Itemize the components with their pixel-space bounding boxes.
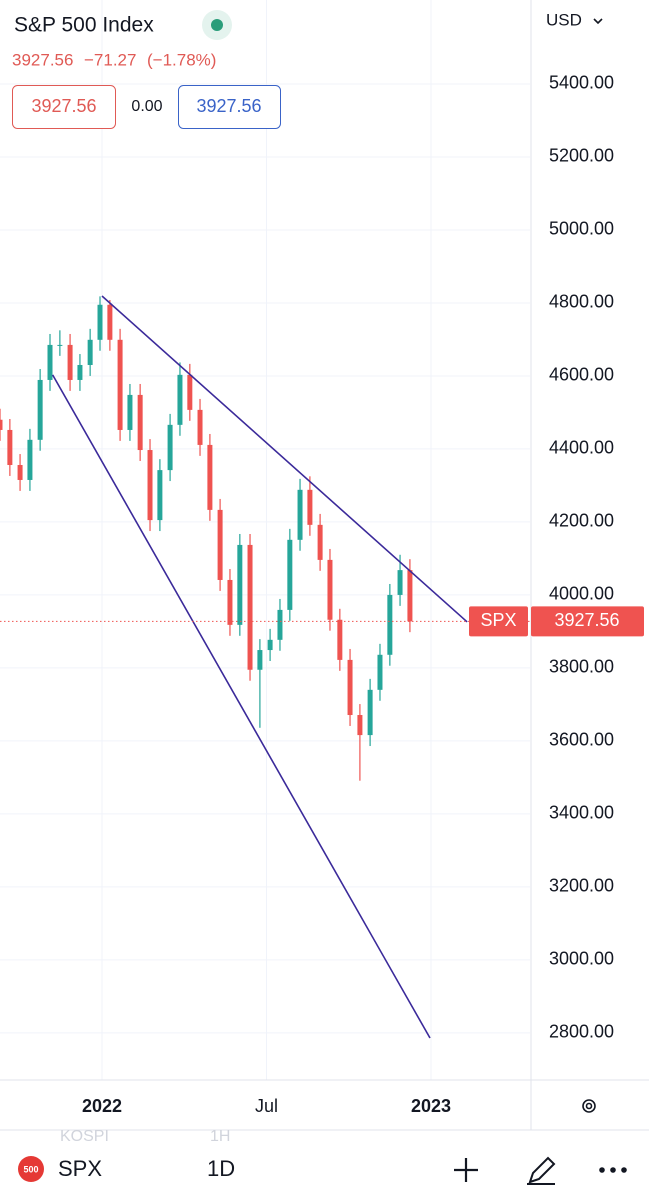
symbol-badge-text[interactable]: 500 [23, 1164, 38, 1174]
candle-body [177, 374, 183, 425]
x-tick-label: 2023 [411, 1096, 451, 1116]
candle-body [277, 609, 283, 640]
candle-body [67, 344, 73, 380]
candle-body [407, 570, 413, 622]
trend-line [101, 295, 468, 623]
interval[interactable]: 1D [207, 1156, 235, 1181]
plot [0, 0, 530, 1080]
candle-body [77, 364, 83, 380]
candle-body [187, 374, 193, 410]
more-dot[interactable] [599, 1167, 605, 1173]
ghost-symbol: KOSPI [60, 1128, 109, 1145]
bid-box[interactable] [12, 85, 116, 129]
currency-caret[interactable] [593, 18, 603, 25]
candle-body [97, 304, 103, 340]
draw-button[interactable] [527, 1156, 556, 1185]
candle-body [327, 559, 333, 620]
candle-body [237, 544, 243, 625]
y-tick-label: 4800.00 [549, 292, 614, 312]
candle-body [87, 339, 93, 365]
y-tick-label: 5400.00 [549, 73, 614, 93]
price-label-box [469, 606, 528, 637]
y-tick-label: 4600.00 [549, 365, 614, 385]
candle-body [167, 424, 173, 471]
candle-body [197, 409, 203, 445]
y-tick-label: 3200.00 [549, 876, 614, 896]
candle-body [317, 524, 323, 560]
y-tick-label: 3000.00 [549, 949, 614, 969]
candle-body [27, 439, 33, 480]
status-dot [211, 19, 223, 31]
settings-hub[interactable] [585, 1102, 593, 1110]
candle-body [247, 544, 253, 670]
candle-body [287, 539, 293, 610]
y-tick-label: 4400.00 [549, 438, 614, 458]
candle-body [47, 344, 53, 380]
more-dot[interactable] [610, 1167, 616, 1173]
y-tick-label: 2800.00 [549, 1022, 614, 1042]
ask-box[interactable] [178, 85, 281, 129]
candle-body [0, 419, 3, 430]
y-tick-label: 5200.00 [549, 146, 614, 166]
candle-body [157, 470, 163, 521]
candle-body [37, 379, 43, 440]
candle-body [367, 689, 373, 736]
y-tick-label: 5000.00 [549, 219, 614, 239]
last-price-value: 3927.56 [554, 610, 619, 630]
candle-body [137, 394, 143, 451]
candle-body [127, 394, 133, 430]
candle-body [387, 594, 393, 655]
title: S&P 500 Index [14, 14, 154, 37]
candle-body [107, 304, 113, 340]
ghost-interval: 1H [210, 1128, 230, 1145]
price-label: SPX [480, 610, 516, 630]
bid[interactable]: 3927.56 [31, 96, 96, 116]
candle-body [337, 619, 343, 660]
settings-gear[interactable] [582, 1099, 596, 1113]
candle-body [207, 444, 213, 510]
candle-body [227, 579, 233, 625]
candle-body [357, 715, 363, 736]
candle-body [57, 344, 63, 346]
symbol[interactable]: SPX [58, 1156, 102, 1181]
ask[interactable]: 3927.56 [196, 96, 261, 116]
x-tick-label: Jul [255, 1096, 278, 1116]
candle-body [347, 659, 353, 716]
last-price: 3927.56 [12, 50, 73, 69]
y-tick-label: 3400.00 [549, 803, 614, 823]
y-tick-label: 4000.00 [549, 584, 614, 604]
y-tick-label: 3800.00 [549, 657, 614, 677]
candle-body [297, 489, 303, 540]
candle-body [307, 489, 313, 525]
candle-body [117, 339, 123, 430]
candle-body [217, 509, 223, 580]
x-tick-label: 2022 [82, 1096, 122, 1116]
candle-body [257, 650, 263, 670]
change: −71.27 [84, 50, 136, 69]
spread: 0.00 [131, 98, 162, 115]
symbol-badge[interactable] [18, 1156, 44, 1182]
change-pct: (−1.78%) [147, 50, 216, 69]
candle-body [397, 570, 403, 595]
add-button[interactable] [454, 1158, 478, 1182]
currency[interactable]: USD [546, 10, 582, 29]
candle-body [147, 450, 153, 521]
more-dot[interactable] [621, 1167, 627, 1173]
more-button[interactable] [599, 1167, 627, 1173]
last-price-box [531, 606, 644, 637]
candle-body [267, 639, 273, 651]
candle-body [17, 464, 23, 480]
candle-body [7, 429, 13, 465]
y-tick-label: 3600.00 [549, 730, 614, 750]
y-tick-label: 4200.00 [549, 511, 614, 531]
trend-line [51, 374, 431, 1039]
candle-body [377, 654, 383, 690]
settings-icon[interactable] [582, 1099, 596, 1113]
